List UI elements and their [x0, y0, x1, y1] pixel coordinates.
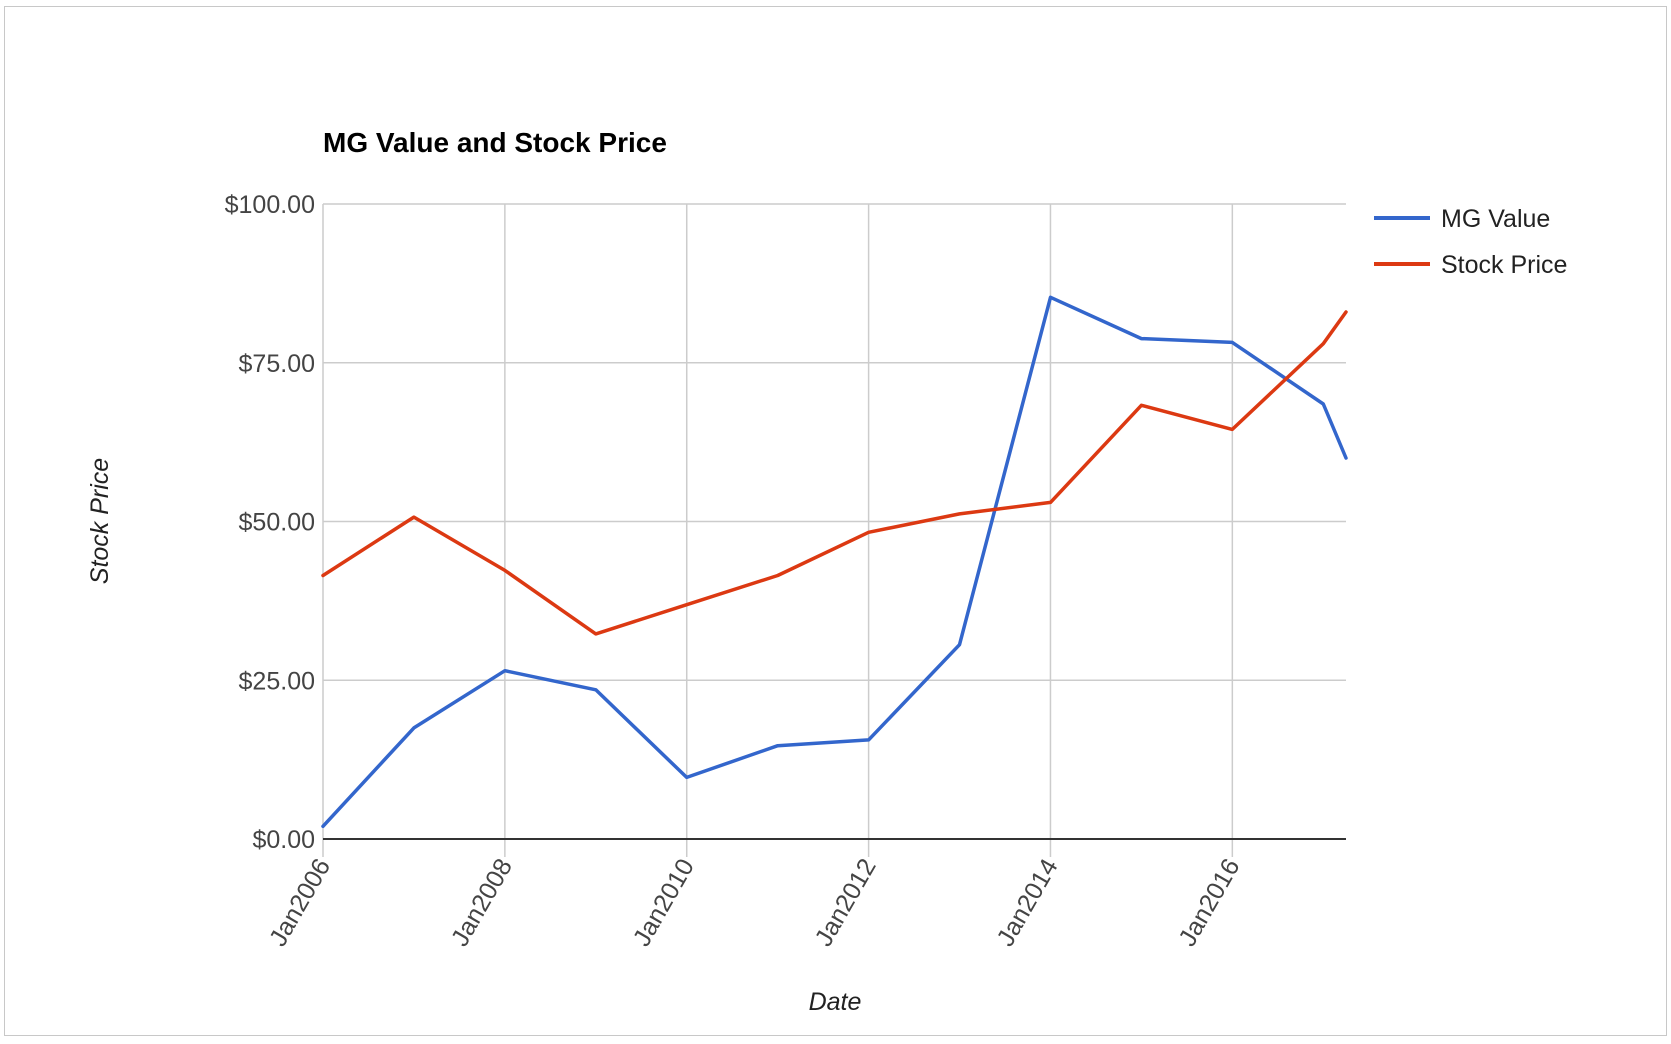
x-tick-label: Jan2016 — [1173, 854, 1245, 951]
y-tick-label: $25.00 — [239, 667, 315, 695]
legend-label-stock-price: Stock Price — [1441, 251, 1567, 279]
grid-lines — [322, 203, 1346, 857]
y-tick-label: $100.00 — [225, 191, 315, 219]
series-line-stock-price — [321, 310, 1348, 636]
x-tick-label: Jan2012 — [810, 854, 882, 951]
chart-title: MG Value and Stock Price — [323, 127, 667, 158]
x-tick-label: Jan2010 — [628, 854, 700, 951]
y-axis-title: Stock Price — [86, 458, 114, 584]
y-tick-label: $75.00 — [239, 350, 315, 378]
legend: MG Value Stock Price — [1374, 205, 1567, 279]
series-line-mg-value — [321, 295, 1348, 829]
x-tick-label: Jan2008 — [446, 854, 518, 951]
y-tick-label: $50.00 — [239, 509, 315, 537]
tick-labels: $0.00 $25.00 $50.00 $75.00 $100.00 Jan2006 Jan… — [225, 191, 1246, 951]
x-tick-label: Jan2006 — [264, 854, 336, 951]
x-tick-label: Jan2014 — [991, 854, 1063, 951]
y-tick-label: $0.00 — [252, 826, 315, 854]
series-lines — [321, 295, 1348, 829]
x-axis-title: Date — [809, 988, 862, 1016]
legend-label-mg-value: MG Value — [1441, 205, 1550, 233]
